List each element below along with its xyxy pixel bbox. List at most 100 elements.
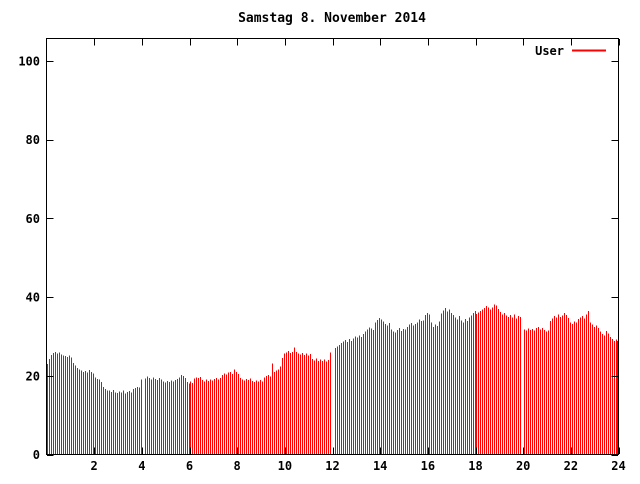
bar	[562, 315, 563, 455]
bar	[49, 358, 50, 455]
bar	[524, 329, 525, 455]
bar	[614, 341, 615, 455]
bar	[256, 380, 257, 455]
bar	[566, 314, 567, 455]
y-tick-label: 20	[26, 369, 40, 383]
bar	[407, 327, 408, 455]
bar	[359, 335, 360, 455]
x-tick-label: 20	[516, 459, 530, 473]
bar	[226, 374, 227, 455]
bar	[99, 379, 100, 455]
bar	[290, 353, 291, 455]
bar	[254, 382, 255, 455]
bar	[109, 390, 110, 455]
bar	[490, 309, 491, 455]
bar	[447, 311, 448, 455]
bar	[471, 315, 472, 455]
bar	[606, 330, 607, 455]
bar	[153, 377, 154, 455]
x-tick-label: 12	[325, 459, 339, 473]
bar	[600, 331, 601, 455]
bar	[179, 377, 180, 455]
bar	[393, 331, 394, 455]
bar	[473, 313, 474, 455]
bar	[578, 319, 579, 455]
bar	[55, 352, 56, 455]
bar	[536, 327, 537, 455]
bar	[232, 373, 233, 455]
bar	[85, 371, 86, 455]
bar	[419, 319, 420, 455]
bar	[173, 381, 174, 455]
bar	[405, 329, 406, 455]
bar	[457, 319, 458, 455]
bar	[304, 354, 305, 455]
bar	[494, 304, 495, 455]
bar	[520, 316, 521, 455]
axis-ticks	[47, 39, 620, 456]
bar	[177, 378, 178, 455]
bar	[413, 325, 414, 455]
bar	[397, 330, 398, 455]
bar	[369, 327, 370, 455]
bar	[47, 364, 48, 455]
bar	[185, 378, 186, 455]
bar	[155, 378, 156, 455]
bar	[570, 322, 571, 455]
bar	[200, 377, 201, 455]
bar	[459, 316, 460, 455]
bar	[61, 354, 62, 455]
bar	[97, 378, 98, 455]
bar	[550, 321, 551, 455]
bar	[502, 314, 503, 455]
bar	[272, 363, 273, 455]
bar	[411, 323, 412, 455]
bar	[453, 315, 454, 455]
bar	[111, 391, 112, 455]
bar	[121, 392, 122, 455]
bar	[506, 315, 507, 455]
bar	[546, 331, 547, 455]
bar	[218, 379, 219, 455]
bar	[554, 316, 555, 455]
bar	[476, 314, 477, 455]
bar	[208, 380, 209, 455]
y-tick-label: 80	[26, 133, 40, 147]
y-axis-labels: 0 20 40 60 80 100	[18, 54, 40, 462]
bar	[365, 331, 366, 455]
bar	[381, 319, 382, 455]
bar	[596, 325, 597, 455]
bar	[244, 380, 245, 455]
bar	[89, 369, 90, 455]
bar	[59, 352, 60, 455]
bar	[65, 356, 66, 455]
bar	[101, 382, 102, 455]
bar	[574, 321, 575, 455]
bar	[604, 335, 605, 455]
bar	[105, 389, 106, 455]
bar	[425, 315, 426, 455]
bar	[355, 336, 356, 455]
bar	[190, 381, 191, 455]
bar	[504, 312, 505, 455]
bar	[224, 373, 225, 455]
bar	[417, 322, 418, 455]
bar	[163, 381, 164, 455]
bar	[248, 380, 249, 455]
bars-layer	[47, 304, 618, 455]
bar	[228, 372, 229, 455]
bar	[337, 346, 338, 455]
bar	[117, 393, 118, 455]
bar	[602, 334, 603, 455]
x-tick-label: 16	[421, 459, 435, 473]
bar	[230, 371, 231, 455]
bar	[353, 338, 354, 455]
x-tick-label: 2	[91, 459, 98, 473]
bar	[387, 325, 388, 455]
bar	[415, 323, 416, 455]
bar	[423, 320, 424, 455]
bar	[107, 390, 108, 455]
bar	[608, 333, 609, 455]
bar	[339, 345, 340, 455]
bar	[206, 379, 207, 455]
